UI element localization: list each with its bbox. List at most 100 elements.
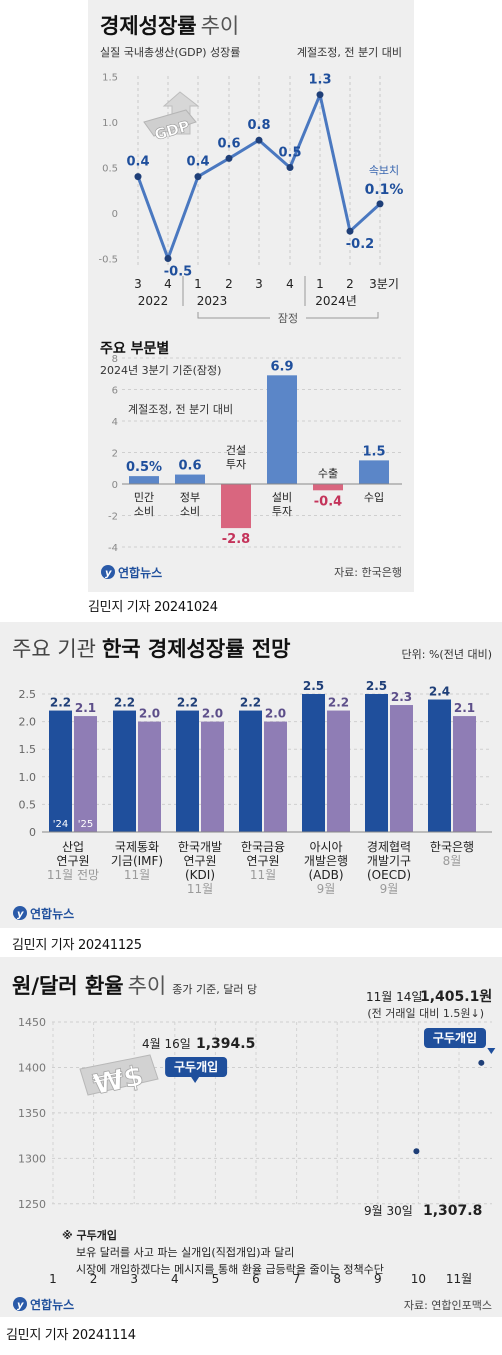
forecast-panel: 주요 기관 한국 경제성장률 전망 단위: %(전년 대비) 2.5 2.0 1.5 1… xyxy=(0,622,502,928)
gdp-xtick-label: 1 xyxy=(316,277,324,291)
forecast-chart: 주요 기관 한국 경제성장률 전망 단위: %(전년 대비) 2.5 2.0 1.5 1… xyxy=(12,637,492,921)
gdp-xtick-label: 2 xyxy=(346,277,354,291)
gdp-value-label: 0.6 xyxy=(217,136,240,151)
forecast-value-label: 2.2 xyxy=(177,696,198,710)
fx-tag-pointer xyxy=(487,1048,496,1054)
forecast-bar xyxy=(138,721,161,832)
gdp-value-label: 0.4 xyxy=(186,155,209,170)
forecast-category-label: 한국금융 연구원 xyxy=(241,840,285,868)
forecast-ytick-label: 2.5 xyxy=(19,688,37,701)
forecast-bar xyxy=(264,721,287,832)
fx-panel: 원/달러 환율 추이 종가 기준, 달러 당 1450 1400 1350 1300 125… xyxy=(0,957,502,1317)
svg-text:y: y xyxy=(17,1300,24,1311)
forecast-ytick-label: 0 xyxy=(29,826,36,839)
forecast-category-label: 경제협력 개발기구 (OECD) xyxy=(367,840,411,882)
fx-xtick-label: 9 xyxy=(374,1272,382,1286)
fx-annot-date: 4월 16일 xyxy=(142,1037,191,1051)
yonhap-logo: y 연합뉴스 xyxy=(13,1297,74,1312)
fx-annot-date: 11월 14일 xyxy=(366,990,422,1004)
forecast-date-label: 11월 xyxy=(124,868,150,882)
gdp-flash-label: 속보치 xyxy=(369,164,399,177)
sector-value-label: 1.5 xyxy=(362,444,385,459)
gdp-point xyxy=(194,173,202,181)
sector-ytick-label: -2 xyxy=(108,512,118,523)
credit-3: 김민지 기자 20241114 xyxy=(6,1328,136,1343)
fx-annot-value: 1,394.5 xyxy=(196,1036,255,1052)
fx-tag-label: 구두개입 xyxy=(433,1031,477,1045)
gdp-xtick-label: 4 xyxy=(164,277,172,291)
forecast-bar xyxy=(239,710,262,832)
sector-value-label: 6.9 xyxy=(270,359,293,374)
forecast-bar xyxy=(201,721,224,832)
gdp-point xyxy=(225,154,233,162)
forecast-title: 주요 기관 한국 경제성장률 전망 xyxy=(12,637,290,661)
gdp-year-label: 2022 xyxy=(138,294,169,308)
fx-tag-bg xyxy=(165,1057,228,1077)
forecast-ytick-label: 2.0 xyxy=(19,716,37,729)
gdp-value-label: 1.3 xyxy=(308,73,331,88)
gdp-ytick-label: 0.5 xyxy=(102,164,118,175)
yonhap-logo: y 연합뉴스 xyxy=(13,906,74,921)
forecast-value-label: 2.2 xyxy=(50,696,71,710)
gdp-point xyxy=(164,255,172,262)
fx-ytick-label: 1450 xyxy=(18,1016,46,1029)
forecast-date-label: 9월 xyxy=(380,882,399,896)
fx-source: 자료: 연합인포맥스 xyxy=(404,1299,492,1312)
forecast-date-label: 11월 xyxy=(187,882,213,896)
yonhap-logo: y 연합뉴스 xyxy=(101,565,162,580)
credit-2: 김민지 기자 20241125 xyxy=(12,938,142,953)
svg-text:연합뉴스: 연합뉴스 xyxy=(30,1297,74,1312)
fx-annot-value: 1,405.1원 xyxy=(420,989,492,1005)
fx-ytick-label: 1300 xyxy=(18,1152,46,1165)
forecast-value-label: 2.1 xyxy=(454,701,475,715)
gdp-subtitle: 실질 국내총생산(GDP) 성장률 xyxy=(100,46,240,59)
forecast-date-label: 9월 xyxy=(317,882,336,896)
forecast-date-label: 11월 xyxy=(250,868,276,882)
fx-point xyxy=(478,1059,485,1066)
fx-xtick-label: 6 xyxy=(252,1272,260,1286)
svg-text:연합뉴스: 연합뉴스 xyxy=(118,565,162,580)
gdp-title: 경제성장률 추이 xyxy=(100,14,239,38)
gdp-badge-icon: GDP xyxy=(143,91,200,144)
sector-bar xyxy=(129,476,159,484)
fx-ytick-label: 1400 xyxy=(18,1061,46,1074)
gdp-point xyxy=(316,91,324,99)
forecast-value-label: 2.3 xyxy=(391,690,412,704)
sector-value-label: -2.8 xyxy=(222,532,250,547)
fx-xtick-label: 1 xyxy=(49,1272,57,1286)
forecast-unit: 단위: %(전년 대비) xyxy=(402,648,492,661)
fx-annot-date: 9월 30일 xyxy=(364,1204,413,1218)
gdp-year-label: 2023 xyxy=(197,294,228,308)
gdp-prelim-bg xyxy=(270,311,306,325)
sector-category-label: 건설 투자 xyxy=(226,444,246,471)
glossary-line-1: 보유 달러를 사고 파는 실개입(직접개입)과 달리 xyxy=(76,1246,294,1259)
fx-point xyxy=(413,1148,420,1155)
forecast-value-label: 2.0 xyxy=(265,707,286,721)
forecast-bar xyxy=(113,710,136,832)
gdp-chart: 경제성장률 추이 실질 국내총생산(GDP) 성장률 계절조정, 전 분기 대비 … xyxy=(98,14,403,580)
fx-xtick-label: 5 xyxy=(212,1272,220,1286)
forecast-ytick-label: 1.5 xyxy=(19,743,37,756)
forecast-bar xyxy=(428,699,451,832)
sector-ytick-label: 4 xyxy=(112,417,118,428)
fx-xtick-label: 8 xyxy=(333,1272,341,1286)
gdp-value-label: -0.5 xyxy=(164,265,192,280)
forecast-series-label: '24 xyxy=(53,819,68,830)
gdp-point xyxy=(286,164,294,171)
fx-xtick-label: 10 xyxy=(411,1272,426,1286)
forecast-date-label: 8월 xyxy=(443,854,462,868)
sector-bar xyxy=(267,375,297,484)
gdp-year-label: 2024년 xyxy=(315,294,357,308)
forecast-category-label: 아시아 개발은행 (ADB) xyxy=(304,840,348,882)
forecast-value-label: 2.1 xyxy=(75,701,96,715)
fx-xtick-label: 3 xyxy=(130,1272,138,1286)
sector-ytick-label: 2 xyxy=(112,449,118,460)
gdp-panel: 경제성장률 추이 실질 국내총생산(GDP) 성장률 계절조정, 전 분기 대비 … xyxy=(88,0,414,592)
gdp-note: 계절조정, 전 분기 대비 xyxy=(297,46,402,59)
forecast-bar xyxy=(302,694,325,832)
gdp-prelim-label: 잠정 xyxy=(278,312,298,325)
fx-xtick-label: 7 xyxy=(293,1272,301,1286)
forecast-bar xyxy=(176,710,199,832)
forecast-value-label: 2.0 xyxy=(139,707,160,721)
gdp-point xyxy=(346,227,354,235)
